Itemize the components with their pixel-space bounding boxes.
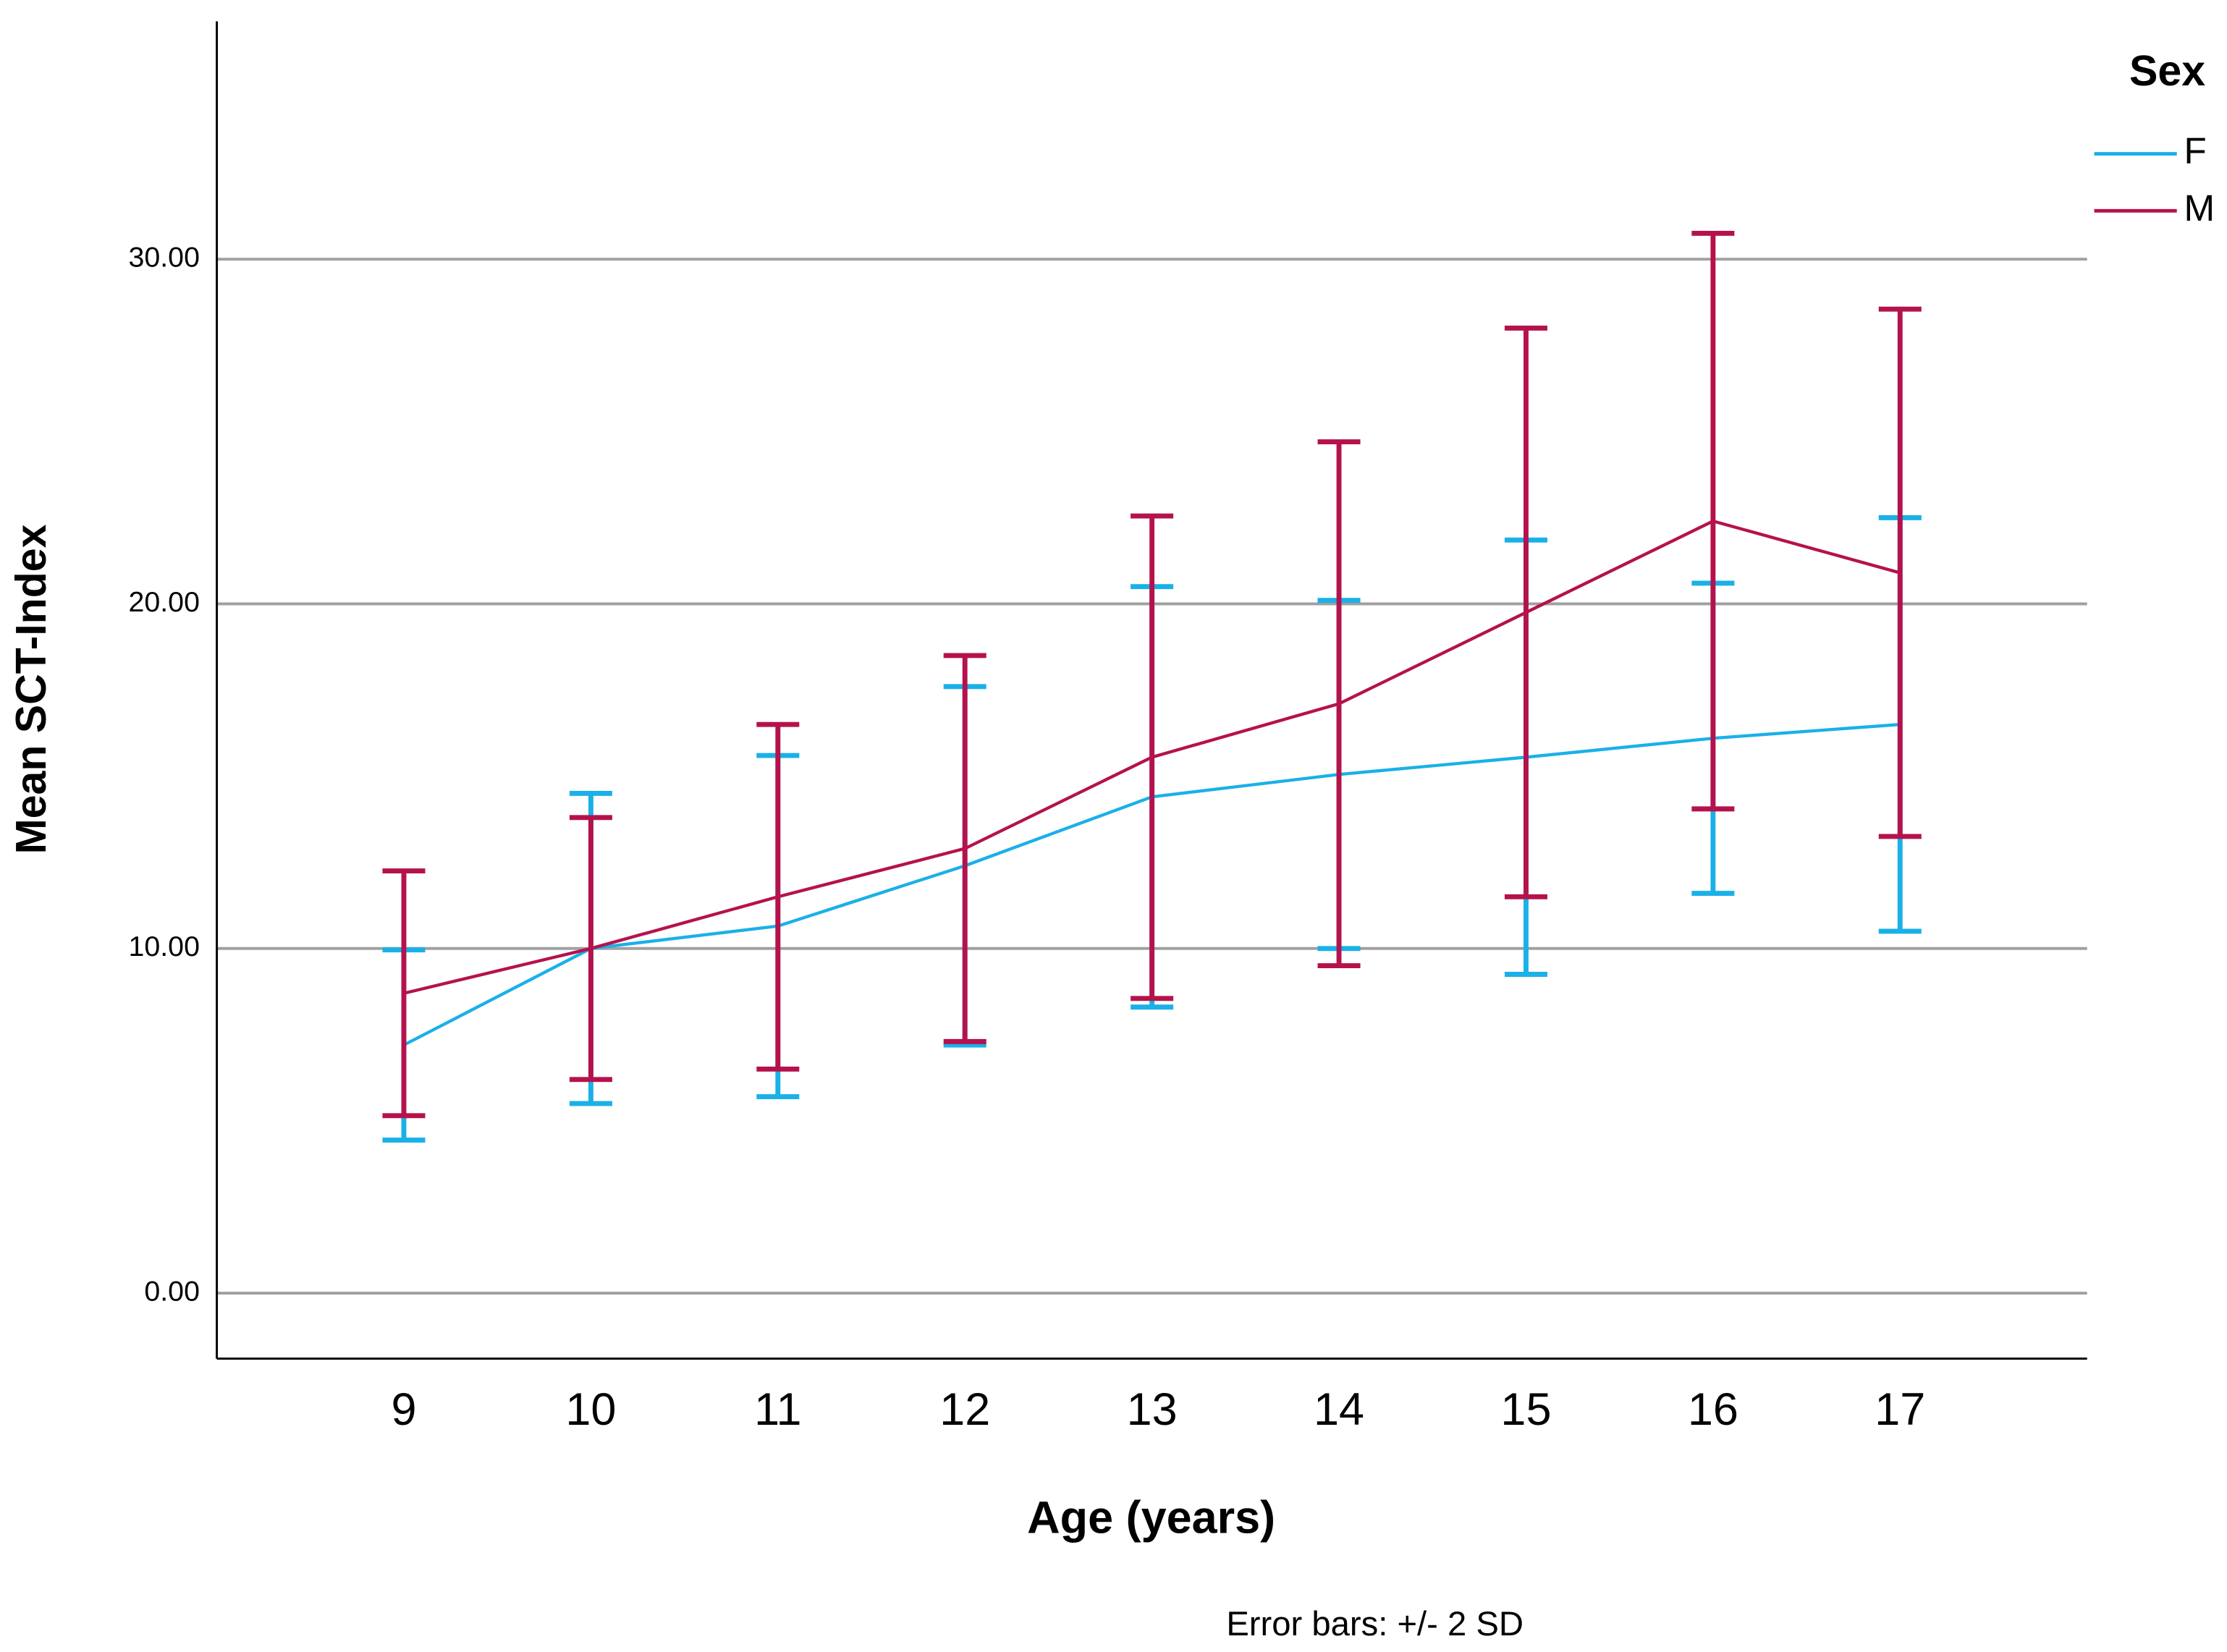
- x-tick-label: 11: [754, 1384, 801, 1435]
- x-tick-label: 10: [565, 1384, 616, 1435]
- y-axis-title: Mean SCT-Index: [7, 524, 55, 854]
- x-tick-label: 16: [1688, 1384, 1738, 1435]
- x-tick-label: 14: [1314, 1384, 1364, 1435]
- x-tick-label: 13: [1127, 1384, 1178, 1435]
- x-tick-label: 17: [1875, 1384, 1925, 1435]
- series-line: [403, 519, 1901, 995]
- x-tick-label: 15: [1500, 1384, 1551, 1435]
- footnote: Error bars: +/- 2 SD: [1226, 1605, 1524, 1643]
- y-tick-label: 20.00: [128, 586, 200, 618]
- error-bar: [382, 868, 426, 1119]
- y-tick-label: 0.00: [144, 1275, 200, 1307]
- legend-label: F: [2184, 130, 2207, 171]
- x-tick-label: 9: [391, 1384, 416, 1435]
- y-tick-label: 30.00: [128, 242, 200, 274]
- y-tick-label: 10.00: [128, 931, 200, 962]
- legend-label: M: [2184, 187, 2215, 229]
- x-tick-label: 12: [939, 1384, 990, 1435]
- x-axis-title: Age (years): [1027, 1493, 1275, 1543]
- legend-title: Sex: [2129, 47, 2205, 95]
